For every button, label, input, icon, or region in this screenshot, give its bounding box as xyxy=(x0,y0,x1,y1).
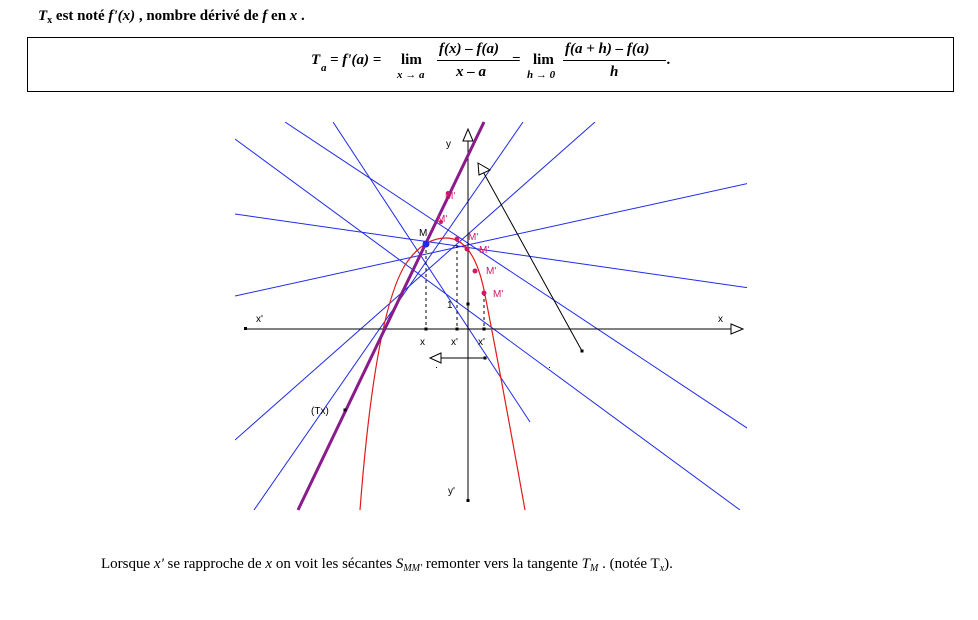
formula-eq1: = f'(a) = xyxy=(330,52,382,68)
definition-text-4: . xyxy=(297,8,305,24)
caption-text-1: Lorsque xyxy=(101,556,154,572)
label-xp-tick1: x' xyxy=(451,337,458,348)
formula-num2: f(a + h) – f(a) xyxy=(565,41,650,57)
secant-line xyxy=(235,213,747,289)
caption-text-5: . (notée T xyxy=(598,556,660,572)
slider-arrow-top[interactable] xyxy=(477,162,492,176)
dashed-guides xyxy=(425,239,485,329)
x-axis-left-end xyxy=(244,327,247,330)
secant-line xyxy=(253,122,524,510)
h-slider-arrow[interactable] xyxy=(428,352,442,364)
formula-eq2: = xyxy=(512,52,521,68)
label-tx: (Tx) xyxy=(311,406,329,417)
definition-text-2: , nombre dérivé de xyxy=(135,8,263,24)
curve-points xyxy=(439,191,487,296)
formula-lim1: lim xyxy=(401,52,422,68)
label-m-prime: M' xyxy=(486,266,496,277)
label-m-prime: M' xyxy=(479,245,489,256)
caption-s: S xyxy=(395,556,404,572)
caption-text-4: remonter vers la tangente xyxy=(422,556,582,572)
caption-tx-sub: x xyxy=(659,563,665,574)
slider-handle-line xyxy=(480,167,583,352)
axis-ticks xyxy=(424,302,486,331)
formula-lim1-under: x → a xyxy=(397,69,425,81)
point-m-prime[interactable] xyxy=(439,220,443,224)
axis-labels: y y' x' x M 1 x x' x' (Tx) xyxy=(256,139,723,497)
formula-lhs-sub: a xyxy=(321,62,327,74)
secant-line xyxy=(284,122,747,429)
m-prime-labels: M' M' M' M' M' M' xyxy=(437,191,503,300)
formula-end: . xyxy=(667,52,671,68)
label-m: M xyxy=(419,228,427,239)
point-m-prime[interactable] xyxy=(446,191,450,195)
formula-den2: h xyxy=(610,64,619,80)
y-axis-arrow xyxy=(462,127,474,142)
caption-t: T xyxy=(581,556,590,572)
label-x-right: x xyxy=(718,314,723,325)
slider-end-point[interactable] xyxy=(580,349,584,353)
formula-num1: f(x) – f(a) xyxy=(439,41,499,57)
x-symbol: x xyxy=(289,8,298,24)
secant-line xyxy=(235,138,741,510)
label-y-prime: y' xyxy=(448,486,455,497)
secant-lines xyxy=(235,122,747,510)
secant-line xyxy=(235,122,596,441)
caption-t-sub: M xyxy=(589,563,599,574)
axes xyxy=(244,127,745,502)
function-curve xyxy=(359,237,526,511)
label-x-tick: x xyxy=(420,337,425,348)
tangent-line xyxy=(296,121,486,511)
definition-text-3: en xyxy=(267,8,290,24)
label-m-prime: M' xyxy=(468,232,478,243)
x-axis-arrow xyxy=(730,323,745,335)
stray-dot xyxy=(549,367,550,368)
fprime-symbol: f'(x) xyxy=(108,8,136,24)
stray-dot xyxy=(436,367,437,368)
fraction-bar-2 xyxy=(563,60,666,61)
point-m-prime[interactable] xyxy=(454,236,460,242)
fraction-bar-1 xyxy=(437,60,516,61)
point-m-prime[interactable] xyxy=(481,290,487,296)
label-xp-tick2: x' xyxy=(478,337,485,348)
tick-xp2 xyxy=(482,327,486,331)
formula-lhs-t: T xyxy=(311,52,321,68)
h-slider-end[interactable] xyxy=(483,356,487,360)
tx-symbol: T xyxy=(38,8,48,24)
point-m-prime[interactable] xyxy=(464,246,470,252)
tangent-label-point xyxy=(343,408,347,412)
caption-line: Lorsque x' se rapproche de x on voit les… xyxy=(101,556,673,574)
label-m-prime: M' xyxy=(445,191,455,202)
secant-line xyxy=(332,122,531,423)
definition-text-1: est noté xyxy=(52,8,109,24)
tick-x xyxy=(424,327,428,331)
label-m-prime: M' xyxy=(437,214,447,225)
formula-box: T a = f'(a) = lim x → a f(x) – f(a) x – … xyxy=(27,37,954,92)
label-y: y xyxy=(446,139,451,150)
tx-subscript: x xyxy=(47,15,53,26)
formula-lim2: lim xyxy=(533,52,554,68)
caption-x: x xyxy=(265,556,273,572)
caption-s-sub: MM' xyxy=(403,563,423,574)
caption-text-2: se rapproche de xyxy=(163,556,266,572)
tick-y-one xyxy=(466,302,470,306)
f-symbol: f xyxy=(262,8,268,24)
caption-text-6: ). xyxy=(664,556,673,572)
formula-den1: x – a xyxy=(456,64,486,80)
point-m[interactable] xyxy=(422,240,430,248)
secant-line xyxy=(235,183,747,297)
label-x-prime-left: x' xyxy=(256,314,263,325)
point-m-prime[interactable] xyxy=(472,268,478,274)
caption-xp: x' xyxy=(153,556,164,572)
label-one: 1 xyxy=(447,300,453,311)
definition-line: Tx est noté f'(x) , nombre dérivé de f e… xyxy=(38,8,305,26)
label-m-prime: M' xyxy=(493,289,503,300)
caption-text-3: on voit les sécantes xyxy=(272,556,396,572)
tick-xp1 xyxy=(455,327,459,331)
formula-lim2-under: h → 0 xyxy=(527,69,556,81)
y-axis-bottom-end xyxy=(466,499,470,502)
